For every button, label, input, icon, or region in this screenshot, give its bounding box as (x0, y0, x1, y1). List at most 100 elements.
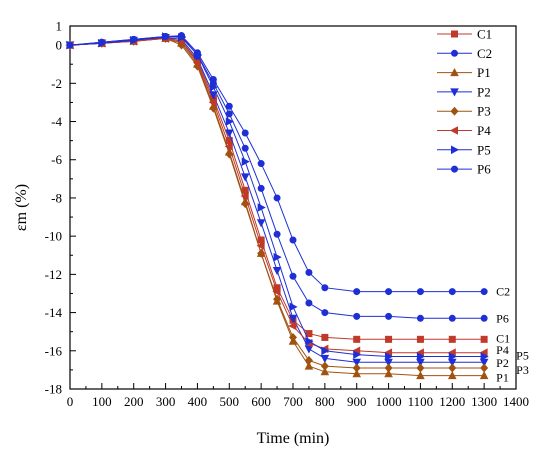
y-tick-label: -14 (45, 305, 63, 320)
data-point-p3 (416, 363, 425, 373)
data-point-p6 (130, 35, 138, 43)
y-tick-label: -16 (45, 343, 63, 358)
data-point-p5 (273, 252, 282, 262)
x-tick-label: 1300 (471, 394, 497, 409)
x-axis-title: Time (min) (257, 430, 330, 447)
data-point-p5 (225, 117, 234, 126)
end-label-p3: P3 (516, 363, 529, 377)
data-point-c2 (273, 194, 281, 202)
data-point-p4 (288, 321, 297, 331)
data-point-p5 (480, 352, 489, 361)
data-point-c1 (353, 335, 361, 343)
data-point-p3 (304, 355, 313, 365)
legend-marker (450, 88, 459, 97)
data-point-c2 (480, 288, 488, 296)
series-p3 (65, 33, 489, 373)
y-tick-label: -12 (45, 267, 62, 282)
data-point-p3 (352, 363, 361, 373)
end-label-c2: C2 (496, 285, 510, 299)
data-point-p6 (289, 272, 297, 280)
legend-label: P4 (477, 123, 491, 138)
data-point-p1 (352, 369, 362, 378)
data-point-p2 (352, 358, 362, 367)
data-point-c2 (353, 288, 361, 296)
data-point-p6 (353, 312, 361, 320)
data-point-p6 (448, 314, 456, 322)
data-point-c1 (257, 236, 265, 244)
data-point-p6 (193, 51, 201, 59)
data-point-p1 (304, 361, 314, 370)
data-point-p6 (385, 312, 393, 320)
data-point-p4 (272, 287, 281, 296)
data-point-p2 (272, 267, 282, 276)
y-tick-label: -18 (45, 382, 62, 397)
data-point-p3 (384, 363, 393, 373)
x-tick-label: 600 (251, 394, 271, 409)
legend-label: P2 (477, 84, 491, 99)
end-label-c1: C1 (496, 331, 510, 345)
legend-item-p5: P5 (437, 142, 491, 157)
legend-item-c2: C2 (437, 46, 492, 61)
series-line-p1 (69, 37, 485, 377)
data-point-p5 (385, 352, 394, 361)
data-point-p6 (98, 38, 106, 46)
y-tick-label: -6 (51, 152, 62, 167)
legend-label: P6 (477, 162, 491, 177)
end-label-p6: P6 (496, 311, 509, 325)
data-point-p6 (321, 309, 329, 317)
data-point-p5 (321, 346, 330, 356)
data-point-p1 (384, 369, 393, 378)
x-tick-label: 700 (283, 394, 303, 409)
data-point-p5 (416, 352, 426, 361)
legend-label: P5 (477, 142, 491, 157)
legend-item-p3: P3 (437, 104, 491, 119)
data-point-p6 (305, 299, 313, 307)
x-tick-label: 1200 (439, 394, 465, 409)
data-point-p2 (288, 314, 298, 323)
legend-marker (450, 106, 459, 116)
data-point-p5 (289, 302, 298, 312)
data-point-c2 (225, 102, 233, 110)
data-point-c2 (321, 284, 329, 292)
data-point-c1 (321, 333, 329, 341)
legend-item-p6: P6 (437, 162, 491, 177)
series-line-p6 (69, 36, 485, 319)
data-point-c2 (305, 268, 313, 276)
data-point-p1 (447, 370, 457, 380)
data-point-c2 (289, 236, 297, 244)
data-point-p5 (305, 336, 314, 346)
x-tick-label: 800 (315, 394, 335, 409)
series-p6 (66, 33, 488, 322)
y-tick-label: 0 (56, 38, 63, 53)
data-point-p5 (353, 350, 362, 359)
data-point-p6 (257, 184, 265, 192)
legend-item-p1: P1 (437, 65, 491, 80)
x-tick-label: 100 (92, 394, 112, 409)
data-point-p2 (209, 91, 218, 100)
x-tick-label: 900 (347, 394, 367, 409)
data-point-p6 (178, 33, 186, 41)
legend-marker (450, 145, 460, 155)
x-tick-label: 200 (124, 394, 144, 409)
data-point-p5 (241, 157, 250, 166)
legend-marker (450, 49, 458, 57)
x-tick-label: 400 (188, 394, 208, 409)
legend-marker (449, 126, 459, 135)
series-p1 (65, 33, 489, 380)
legend-marker (450, 67, 459, 77)
data-point-c1 (480, 335, 488, 343)
data-point-p6 (241, 144, 249, 152)
data-point-p2 (320, 354, 330, 364)
data-point-p3 (288, 332, 298, 342)
x-tick-label: 1000 (376, 394, 402, 409)
legend-label: P3 (477, 104, 491, 119)
legend-item-p2: P2 (437, 84, 491, 99)
data-point-c2 (448, 288, 456, 296)
x-tick-label: 300 (156, 394, 176, 409)
data-point-p3 (320, 361, 329, 371)
y-tick-label: 1 (56, 19, 63, 34)
data-point-p6 (273, 230, 281, 238)
data-point-p3 (448, 363, 457, 373)
data-point-p1 (479, 370, 489, 380)
data-point-p4 (208, 98, 217, 107)
